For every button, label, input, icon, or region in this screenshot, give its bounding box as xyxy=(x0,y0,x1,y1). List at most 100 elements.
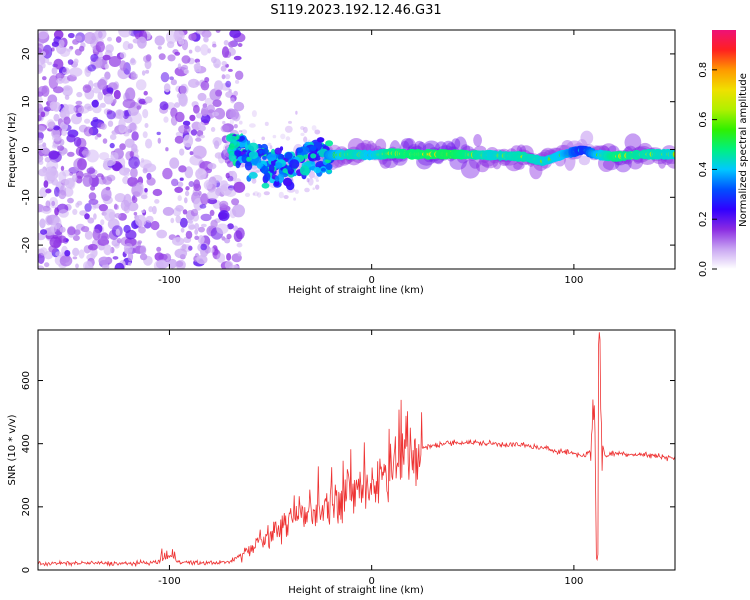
spectrogram-cell xyxy=(473,134,482,147)
spectrogram-x-ticks: -100 0 100 xyxy=(158,30,583,286)
spectrogram-cell xyxy=(190,129,198,136)
spectrogram-cell xyxy=(272,134,277,139)
spectrogram-marks xyxy=(38,30,675,269)
spectrogram-cell xyxy=(107,36,112,42)
spectrogram-cell xyxy=(176,181,184,188)
spectrogram-cell xyxy=(229,109,240,120)
spectrogram-cell xyxy=(223,40,229,46)
spectrogram-cell xyxy=(289,159,300,169)
spectrogram-cell xyxy=(227,175,234,182)
colorbar-tick-label: 0.4 xyxy=(698,161,709,177)
spectrogram-cell xyxy=(81,150,89,155)
spectrogram-cell xyxy=(75,263,79,269)
spectrogram-cell xyxy=(263,191,270,196)
spectrogram-cell xyxy=(152,205,157,215)
spectrogram-cell xyxy=(299,165,310,176)
spectrogram-cell xyxy=(98,152,110,161)
spectrogram-cell xyxy=(83,261,93,269)
spectrogram-cell xyxy=(56,78,64,84)
spectrogram-cell xyxy=(118,30,132,38)
spectrogram-cell xyxy=(127,43,134,50)
spectrogram-cell xyxy=(51,200,56,207)
spectrogram-cell xyxy=(184,190,190,197)
spectrogram-x-axis-label: Height of straight line (km) xyxy=(288,285,424,296)
spectrogram-cell xyxy=(201,106,209,117)
spectrogram-cell xyxy=(86,167,96,174)
spectrogram-cell xyxy=(145,138,153,149)
spectrogram-cell xyxy=(72,208,78,215)
spectrogram-cell xyxy=(172,207,182,217)
spectrogram-cell xyxy=(49,236,62,248)
spectrogram-x-tick-label: 100 xyxy=(564,275,583,286)
spectrogram-cell xyxy=(104,63,109,70)
spectrogram-cell xyxy=(327,169,332,174)
spectrogram-cell xyxy=(91,99,99,108)
spectrogram-cell xyxy=(156,246,162,252)
spectrogram-cell xyxy=(215,30,221,33)
spectrogram-cell xyxy=(45,200,51,209)
spectrogram-cell xyxy=(188,49,193,54)
spectrogram-cell xyxy=(82,84,92,93)
spectrogram-cell xyxy=(40,111,46,118)
spectrogram-cell xyxy=(185,186,190,191)
spectrogram-cell xyxy=(247,142,259,152)
spectrogram-cell xyxy=(75,35,83,42)
spectrogram-cell xyxy=(197,235,205,244)
spectrogram-cell xyxy=(57,73,62,80)
spectrogram-y-tick-label: -20 xyxy=(21,237,32,253)
spectrogram-cell xyxy=(103,244,112,256)
spectrogram-cell xyxy=(314,129,321,135)
spectrogram-cell xyxy=(84,213,90,220)
spectrogram-cell xyxy=(248,172,258,179)
spectrogram-cell xyxy=(273,180,280,187)
spectrogram-cell xyxy=(125,229,137,240)
spectrogram-cell xyxy=(140,210,146,213)
spectrogram-cell xyxy=(119,51,127,59)
spectrogram-cell xyxy=(49,101,57,110)
spectrogram-cell xyxy=(195,137,202,142)
spectrogram-cell xyxy=(295,189,299,194)
spectrogram-cell xyxy=(252,139,256,143)
spectrogram-cell xyxy=(309,145,317,151)
spectrogram-cell xyxy=(177,63,182,70)
spectrogram-y-ticks: -20 -10 0 10 20 xyxy=(21,48,675,253)
spectrogram-cell xyxy=(310,153,317,159)
spectrogram-cell xyxy=(84,230,93,240)
spectrogram-cell xyxy=(300,126,305,130)
colorbar: 0.0 0.2 0.4 0.6 0.8 Normalized spectral ampl… xyxy=(698,30,749,277)
spectrogram-cell xyxy=(38,160,44,165)
spectrogram-cell xyxy=(169,76,175,81)
spectrogram-cell xyxy=(286,166,292,170)
spectrogram-cell xyxy=(284,152,293,160)
spectrogram-cell xyxy=(296,147,304,154)
spectrogram-cell xyxy=(197,92,207,102)
snr-y-tick-label: 400 xyxy=(21,434,32,453)
spectrogram-cell xyxy=(181,243,187,250)
spectrogram-cell xyxy=(73,136,82,147)
spectrogram-cell xyxy=(212,99,222,107)
spectrogram-cell xyxy=(96,133,102,138)
spectrogram-cell xyxy=(87,64,96,72)
spectrogram-cell xyxy=(133,211,138,216)
spectrogram-cell xyxy=(127,176,138,187)
spectrogram-cell xyxy=(84,118,91,124)
spectrogram-cell xyxy=(255,170,260,173)
spectrogram-cell xyxy=(127,262,132,266)
spectrogram-cell xyxy=(167,54,176,62)
spectrogram-cell xyxy=(212,43,217,48)
spectrogram-cell xyxy=(233,124,238,129)
spectrogram-cell xyxy=(261,136,266,141)
spectrogram-cell xyxy=(60,165,65,171)
spectrogram-cell xyxy=(58,209,69,218)
spectrogram-cell xyxy=(224,237,231,244)
spectrogram-cell xyxy=(94,30,107,40)
spectrogram-cell xyxy=(141,70,146,76)
spectrogram-cell xyxy=(67,151,75,157)
spectrogram-cell xyxy=(97,91,104,101)
spectrogram-cell xyxy=(129,58,137,66)
spectrogram-cell xyxy=(59,255,73,267)
spectrogram-cell xyxy=(112,162,123,171)
spectrogram-cell xyxy=(235,79,240,84)
spectrogram-cell xyxy=(136,105,142,110)
spectrogram-cell xyxy=(166,41,175,49)
